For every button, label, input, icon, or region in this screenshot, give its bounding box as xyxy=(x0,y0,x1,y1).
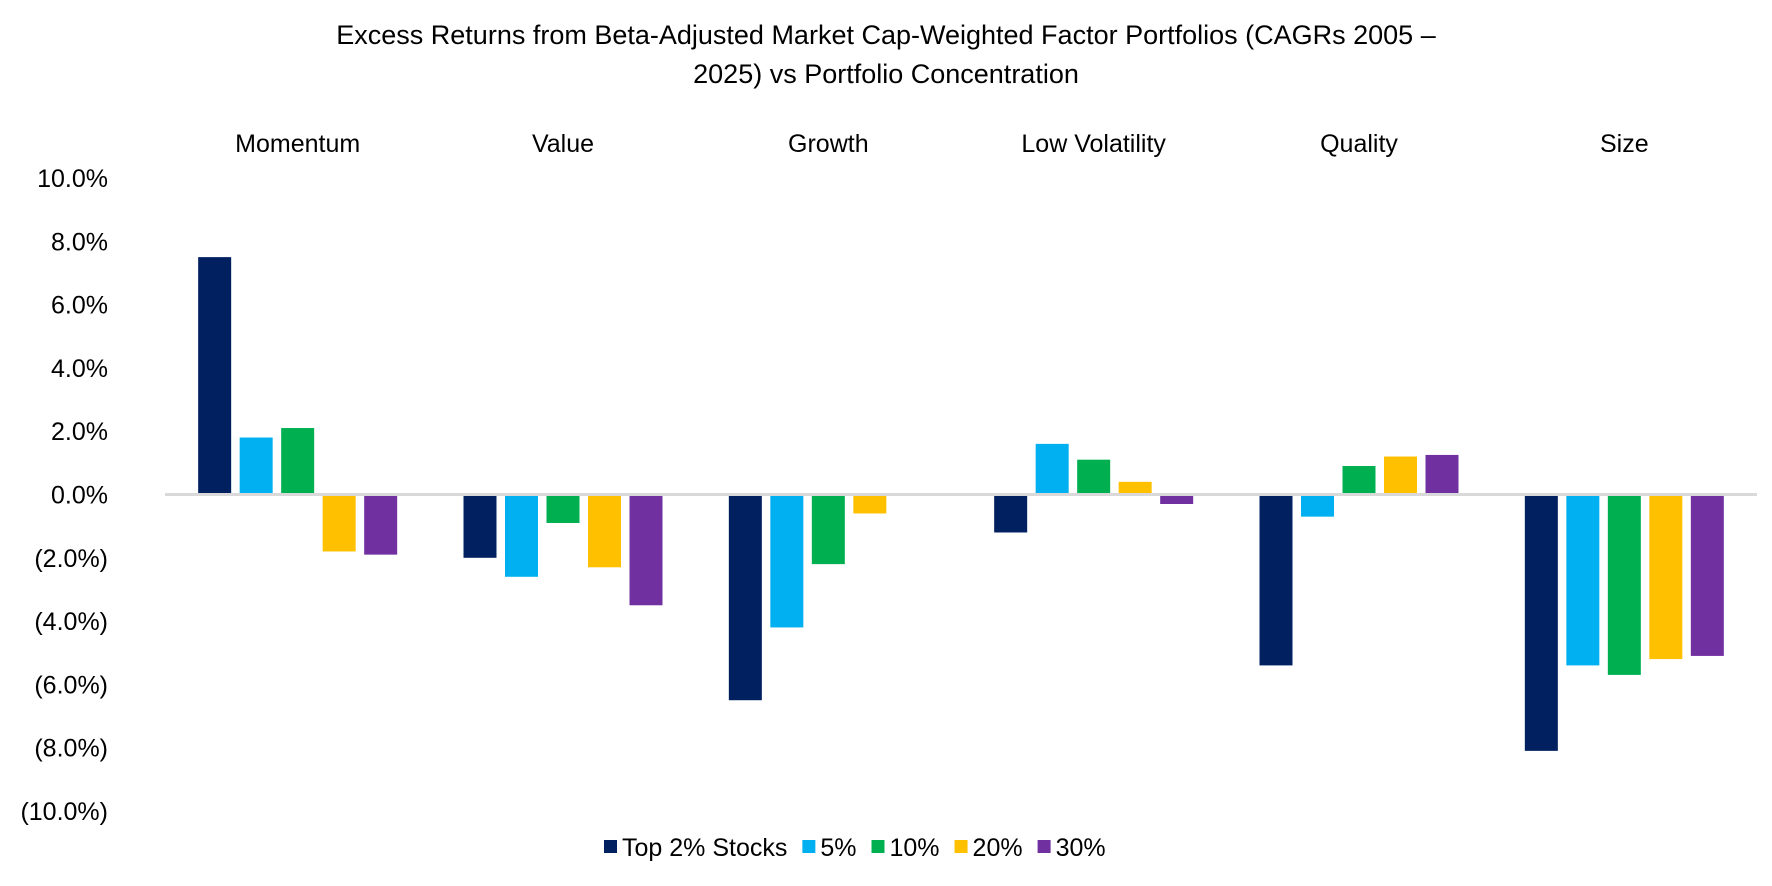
category-label: Growth xyxy=(788,130,869,158)
y-tick-label: 8.0% xyxy=(51,228,108,256)
chart-title-line-1: Excess Returns from Beta-Adjusted Market… xyxy=(336,20,1435,50)
category-label: Momentum xyxy=(235,130,360,158)
bar xyxy=(1077,459,1111,495)
bar xyxy=(588,494,621,568)
legend-label: Top 2% Stocks xyxy=(622,834,787,862)
legend-label: 10% xyxy=(890,834,940,862)
legend-label: 5% xyxy=(820,834,856,862)
y-tick-label: (2.0%) xyxy=(34,545,108,573)
category-label: Size xyxy=(1600,130,1649,158)
bar xyxy=(1649,494,1683,660)
bar xyxy=(1384,456,1417,495)
bar xyxy=(728,494,762,701)
bar xyxy=(811,494,845,565)
y-tick-label: 6.0% xyxy=(51,292,108,320)
bar xyxy=(994,494,1028,533)
bar xyxy=(1160,494,1194,504)
legend-label: 20% xyxy=(973,834,1023,862)
legend-swatch xyxy=(604,840,617,853)
legend-swatch xyxy=(1037,840,1051,853)
bar xyxy=(770,494,804,628)
y-tick-label: 10.0% xyxy=(37,165,108,193)
category-label: Value xyxy=(532,130,594,158)
bar xyxy=(1259,494,1293,666)
bar xyxy=(364,494,398,555)
category-label: Low Volatility xyxy=(1021,130,1166,158)
legend-swatch xyxy=(954,840,968,853)
y-tick-label: 2.0% xyxy=(51,418,108,446)
bar xyxy=(853,494,887,514)
bar xyxy=(505,494,538,577)
bar xyxy=(1118,481,1152,495)
y-tick-label: 4.0% xyxy=(51,355,108,383)
legend-swatch xyxy=(871,840,885,853)
bar xyxy=(1607,494,1641,675)
bar xyxy=(1690,494,1724,656)
legend: Top 2% Stocks 5% 10% 20% 30% xyxy=(604,834,1106,862)
bar xyxy=(1566,494,1600,666)
legend-label: 30% xyxy=(1056,834,1106,862)
bar xyxy=(281,428,315,495)
bar xyxy=(198,257,232,495)
bar xyxy=(239,437,273,495)
bar xyxy=(463,494,497,558)
bar xyxy=(322,494,356,552)
bar xyxy=(629,494,663,606)
y-tick-label: (10.0%) xyxy=(20,798,108,826)
y-tick-label: (4.0%) xyxy=(34,608,108,636)
bar xyxy=(1342,466,1376,495)
legend-swatch xyxy=(802,840,816,853)
y-tick-label: (6.0%) xyxy=(34,671,108,699)
chart-title-line-2: 2025) vs Portfolio Concentration xyxy=(693,59,1079,89)
y-tick-label: (8.0%) xyxy=(34,735,108,763)
bar xyxy=(546,494,580,523)
bar xyxy=(1425,454,1459,495)
bar xyxy=(1035,443,1069,495)
category-label: Quality xyxy=(1320,130,1398,158)
bar xyxy=(1301,494,1334,517)
y-tick-label: 0.0% xyxy=(51,482,108,510)
bar xyxy=(1524,494,1558,751)
